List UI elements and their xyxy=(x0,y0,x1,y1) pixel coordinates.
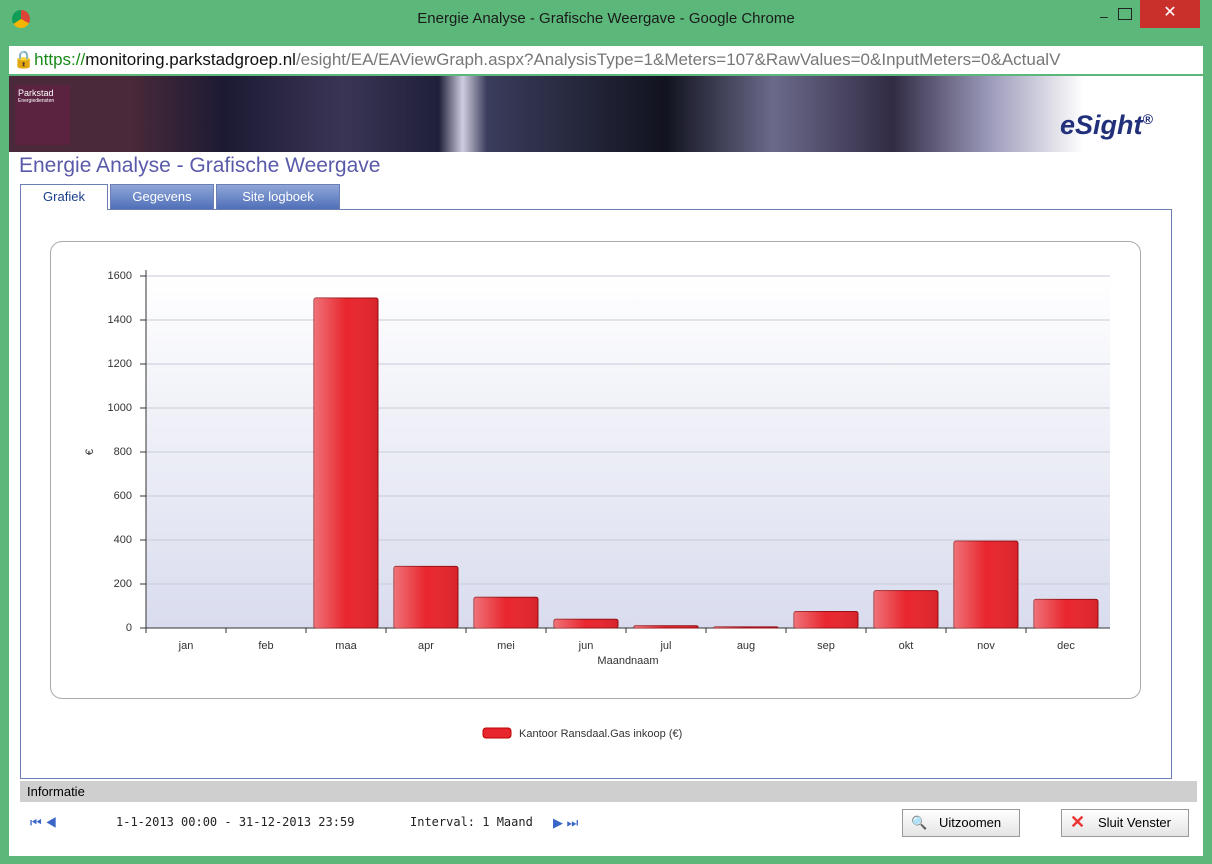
y-tick-label: 600 xyxy=(114,490,132,502)
legend-label: Kantoor Ransdaal.Gas inkoop (€) xyxy=(519,728,682,740)
bar xyxy=(794,612,858,629)
bar xyxy=(714,627,778,628)
period: 1-1-2013 00:00 - 31-12-2013 23:59 xyxy=(116,815,354,829)
bar xyxy=(394,566,458,628)
y-tick-label: 1000 xyxy=(108,402,132,414)
x-tick-label: jun xyxy=(578,640,594,652)
x-tick-label: maa xyxy=(335,640,357,652)
nav-next-last[interactable]: ▶ ⏭ xyxy=(553,815,578,831)
y-tick-label: 800 xyxy=(114,446,132,458)
y-tick-label: 1600 xyxy=(108,270,132,282)
chart: € Maandnaam Kantoor Ransdaal.Gas inkoop … xyxy=(0,0,1212,864)
info-bar: Informatie xyxy=(20,781,1197,802)
zoom-out-button[interactable]: 🔍 Uitzoomen xyxy=(902,809,1020,837)
x-tick-label: aug xyxy=(737,640,755,652)
x-tick-label: okt xyxy=(899,640,914,652)
x-tick-label: sep xyxy=(817,640,835,652)
y-tick-label: 200 xyxy=(114,578,132,590)
x-tick-label: dec xyxy=(1057,640,1075,652)
x-tick-label: nov xyxy=(977,640,995,652)
bar xyxy=(554,619,618,628)
close-icon: ✕ xyxy=(1070,809,1085,835)
close-window-button[interactable]: ✕ Sluit Venster xyxy=(1061,809,1189,837)
bar xyxy=(1034,599,1098,628)
y-tick-label: 0 xyxy=(126,622,132,634)
y-tick-label: 1400 xyxy=(108,314,132,326)
bar xyxy=(634,626,698,628)
nav-first-prev[interactable]: ⏮ ◀ xyxy=(30,815,57,831)
x-tick-label: mei xyxy=(497,640,515,652)
button-label: Uitzoomen xyxy=(939,815,1001,830)
bar xyxy=(314,298,378,628)
x-tick-label: feb xyxy=(258,640,273,652)
bar xyxy=(474,597,538,628)
legend-swatch xyxy=(483,728,511,738)
browser-window: Energie Analyse - Grafische Weergave - G… xyxy=(0,0,1212,864)
y-tick-label: 400 xyxy=(114,534,132,546)
bar xyxy=(874,591,938,628)
y-axis-label: € xyxy=(84,449,96,455)
bar xyxy=(954,541,1018,628)
x-tick-label: jan xyxy=(178,640,194,652)
interval: Interval: 1 Maand xyxy=(410,815,533,829)
x-tick-label: apr xyxy=(418,640,434,652)
zoom-icon: 🔍 xyxy=(911,810,927,836)
y-tick-label: 1200 xyxy=(108,358,132,370)
button-label: Sluit Venster xyxy=(1098,815,1171,830)
x-axis-label: Maandnaam xyxy=(597,655,658,667)
x-tick-label: jul xyxy=(659,640,671,652)
